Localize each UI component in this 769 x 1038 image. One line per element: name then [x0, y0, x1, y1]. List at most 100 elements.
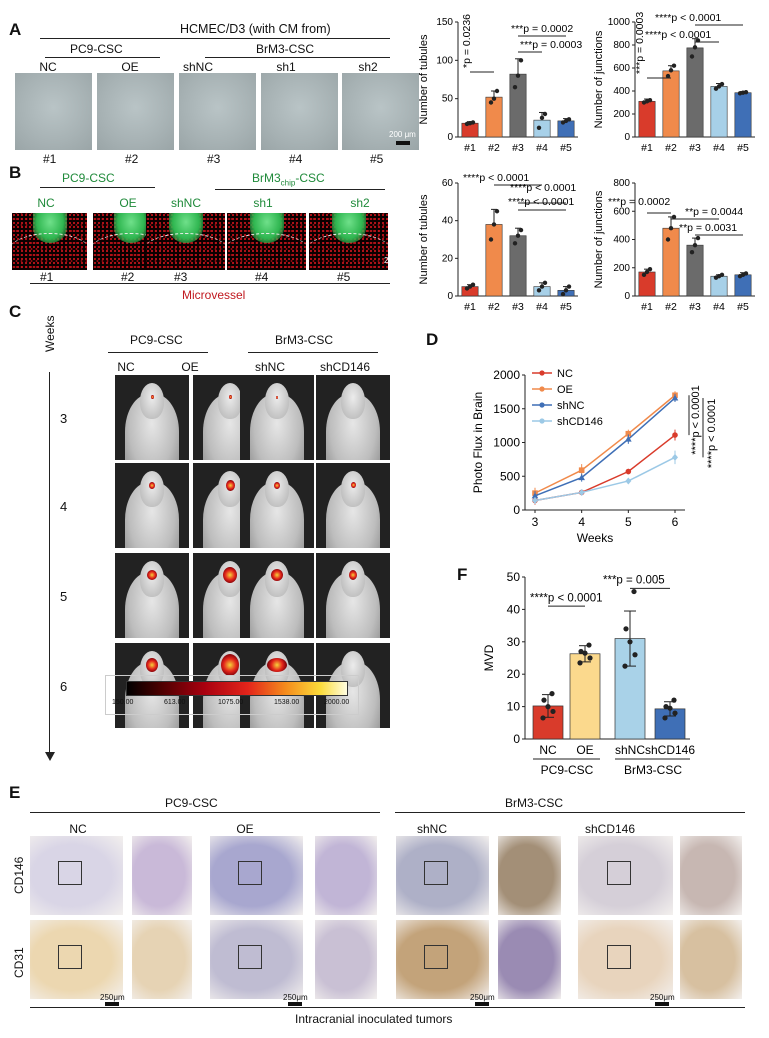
x-tick-label: 4 — [578, 515, 585, 529]
series-line — [534, 394, 676, 494]
y-tick-label: 30 — [507, 635, 521, 649]
x-tick-label: #1 — [641, 142, 653, 154]
data-point — [631, 588, 637, 595]
significance-label: ***p = 0.0003 — [520, 39, 582, 51]
panel-e-row-label: CD31 — [12, 947, 26, 978]
panel-a-col-label: sh1 — [276, 60, 296, 74]
panel-b-col-label: NC — [37, 196, 55, 210]
data-point — [494, 209, 500, 214]
data-point — [695, 235, 701, 241]
data-point — [587, 655, 593, 661]
data-point — [578, 648, 584, 655]
chart-a-tubules: 0 50 100 150 Number of tubules #1 #2 #3 #4 #5 *p =… — [418, 14, 582, 154]
y-tick-label: 500 — [500, 469, 520, 483]
bar — [710, 275, 728, 297]
panel-a-group-brm3-rule — [205, 57, 390, 58]
x-tick-label: #2 — [488, 301, 500, 313]
legend-marker — [539, 370, 545, 376]
panel-a-sample-number: #3 — [207, 152, 221, 166]
panel-e-scale-bar — [288, 1002, 302, 1006]
mouse-bioluminescence-image — [316, 375, 390, 460]
data-point — [536, 125, 542, 130]
legend-label: OE — [557, 384, 573, 396]
data-point — [586, 642, 592, 648]
y-tick-label: 20 — [442, 253, 454, 264]
x-tick-label: #3 — [689, 142, 701, 154]
panel-c-col-label: shCD146 — [320, 360, 371, 374]
panel-e-row-label: CD146 — [12, 856, 26, 894]
data-point — [515, 73, 521, 78]
panel-a-group-brm3: BrM3-CSC — [256, 42, 315, 56]
data-point — [545, 704, 551, 710]
data-point — [623, 626, 629, 632]
data-point — [692, 45, 698, 50]
series-line — [534, 397, 676, 497]
y-tick-label: 400 — [613, 86, 630, 97]
y-tick-label: 2000 — [493, 368, 520, 382]
x-tick-label: #3 — [689, 301, 701, 313]
panel-e-col-label: shNC — [416, 822, 447, 836]
data-point — [672, 710, 678, 716]
data-point — [625, 477, 632, 485]
panel-e-group-brm3-rule — [395, 812, 745, 813]
panel-b-group-pc9: PC9-CSC — [62, 171, 115, 185]
panel-b-fluorescence-image — [12, 213, 87, 270]
data-point — [539, 115, 545, 121]
y-tick-label: 0 — [624, 132, 630, 143]
significance-label: *p = 0.0236 — [461, 14, 473, 68]
data-point — [488, 237, 494, 242]
data-point — [716, 84, 722, 89]
panel-c-weeks-label: Weeks — [43, 315, 57, 352]
x-tick-label: #4 — [713, 301, 725, 313]
panel-e-col-label: NC — [69, 822, 87, 836]
bar — [686, 244, 704, 297]
panel-e-col-label: OE — [236, 822, 254, 836]
bar — [638, 271, 656, 297]
data-point — [632, 652, 638, 658]
cd146-ihc-image — [315, 836, 377, 915]
data-point — [491, 222, 497, 227]
chart-b-tubules: 0 20 40 60 Number of tubules #1 #2 #3 #4 #5 ****p … — [418, 172, 578, 313]
x-tick-label: #5 — [560, 142, 572, 154]
significance-label: ****p < 0.0001 — [690, 385, 702, 454]
panel-b-col-label: sh2 — [350, 196, 370, 210]
panel-c-col-label: OE — [181, 360, 199, 374]
panel-a-col-label: OE — [121, 60, 139, 74]
bar — [734, 274, 752, 297]
panel-a-label: A — [9, 20, 22, 39]
data-point — [743, 89, 749, 95]
x-tick-label: 5 — [625, 515, 632, 529]
data-point — [531, 492, 539, 499]
data-point — [566, 284, 572, 289]
data-point — [470, 120, 476, 125]
data-point — [518, 58, 524, 63]
panel-b-fluorescence-image — [146, 213, 225, 270]
panel-e-group-pc9-rule — [30, 812, 380, 813]
colorbar-tick-label: 1075.00 — [218, 699, 244, 706]
data-point — [647, 98, 653, 103]
panel-b-col-label: shNC — [170, 196, 201, 210]
panel-b-fluorescence-image — [309, 213, 388, 270]
panel-a-micrograph — [261, 73, 338, 150]
data-point — [743, 271, 749, 276]
panel-e-scale-label: 250μm — [470, 993, 495, 1002]
y-axis-title: Number of tubules — [418, 34, 430, 124]
y-tick-label: 10 — [507, 700, 521, 714]
data-point — [577, 660, 583, 666]
colorbar-tick-label: 1538.00 — [274, 699, 300, 706]
group-label: PC9-CSC — [541, 763, 594, 777]
x-tick-label: #5 — [560, 301, 572, 313]
y-tick-label: 1000 — [493, 436, 520, 450]
bar — [662, 227, 680, 297]
legend-label: NC — [557, 368, 573, 380]
legend-label: shCD146 — [557, 416, 603, 428]
panel-b-fluorescence-image — [227, 213, 306, 270]
y-tick-label: 40 — [507, 602, 521, 616]
bar — [734, 92, 752, 138]
panel-b-scale-bar — [391, 266, 405, 269]
data-point — [713, 86, 719, 91]
legend-marker — [539, 386, 545, 392]
data-point — [578, 474, 585, 481]
panel-b-sample-number: #2 — [121, 270, 135, 284]
